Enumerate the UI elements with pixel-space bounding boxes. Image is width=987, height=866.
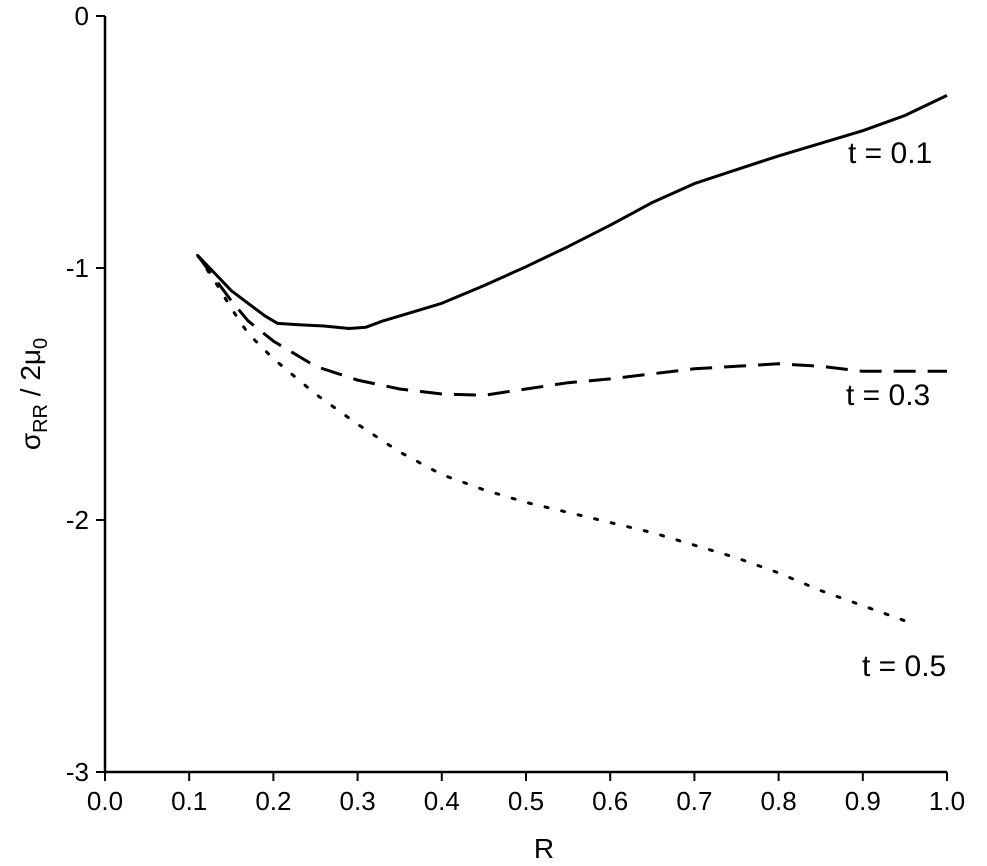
x-tick-label: 0.4: [424, 786, 460, 816]
series-line-dotted: [196, 253, 907, 623]
series-label-t03: t = 0.3: [846, 379, 930, 412]
series-label-t05: t = 0.5: [862, 650, 946, 683]
x-tick-label: 0.9: [845, 786, 881, 816]
x-tick-label: 0.7: [676, 786, 712, 816]
x-axis-label: R: [534, 833, 554, 864]
x-tick-label: 0.5: [508, 786, 544, 816]
x-tick-label: 0.6: [592, 786, 628, 816]
y-axis-label: σRR / 2μ0: [15, 338, 52, 450]
y-axis-ticks: 0 -1 -2 -3: [66, 1, 105, 787]
y-tick-label: -2: [66, 505, 89, 535]
y-axis-label-sub2: 0: [30, 338, 52, 349]
y-tick-label: -3: [66, 757, 89, 787]
y-tick-label: -1: [66, 253, 89, 283]
x-axis-ticks: 0.0 0.1 0.2 0.3 0.4 0.5 0.6 0.7 0.8 0.9 1.0: [87, 772, 965, 816]
x-tick-label: 0.0: [87, 786, 123, 816]
series-label-t01: t = 0.1: [848, 137, 932, 170]
y-axis-label-base: σ: [15, 433, 46, 450]
x-tick-label: 0.2: [255, 786, 291, 816]
plot-area: [103, 16, 947, 774]
x-tick-label: 1.0: [929, 786, 965, 816]
series-lines: [196, 94, 948, 623]
x-tick-label: 0.3: [340, 786, 376, 816]
series-line-solid: [196, 94, 948, 330]
y-axis-label-sub: RR: [30, 404, 52, 433]
x-tick-label: 0.8: [761, 786, 797, 816]
series-line-dashed: [196, 254, 947, 397]
y-tick-label: 0: [75, 1, 89, 31]
x-tick-label: 0.1: [171, 786, 207, 816]
y-axis-label-mid: / 2μ: [15, 349, 46, 404]
